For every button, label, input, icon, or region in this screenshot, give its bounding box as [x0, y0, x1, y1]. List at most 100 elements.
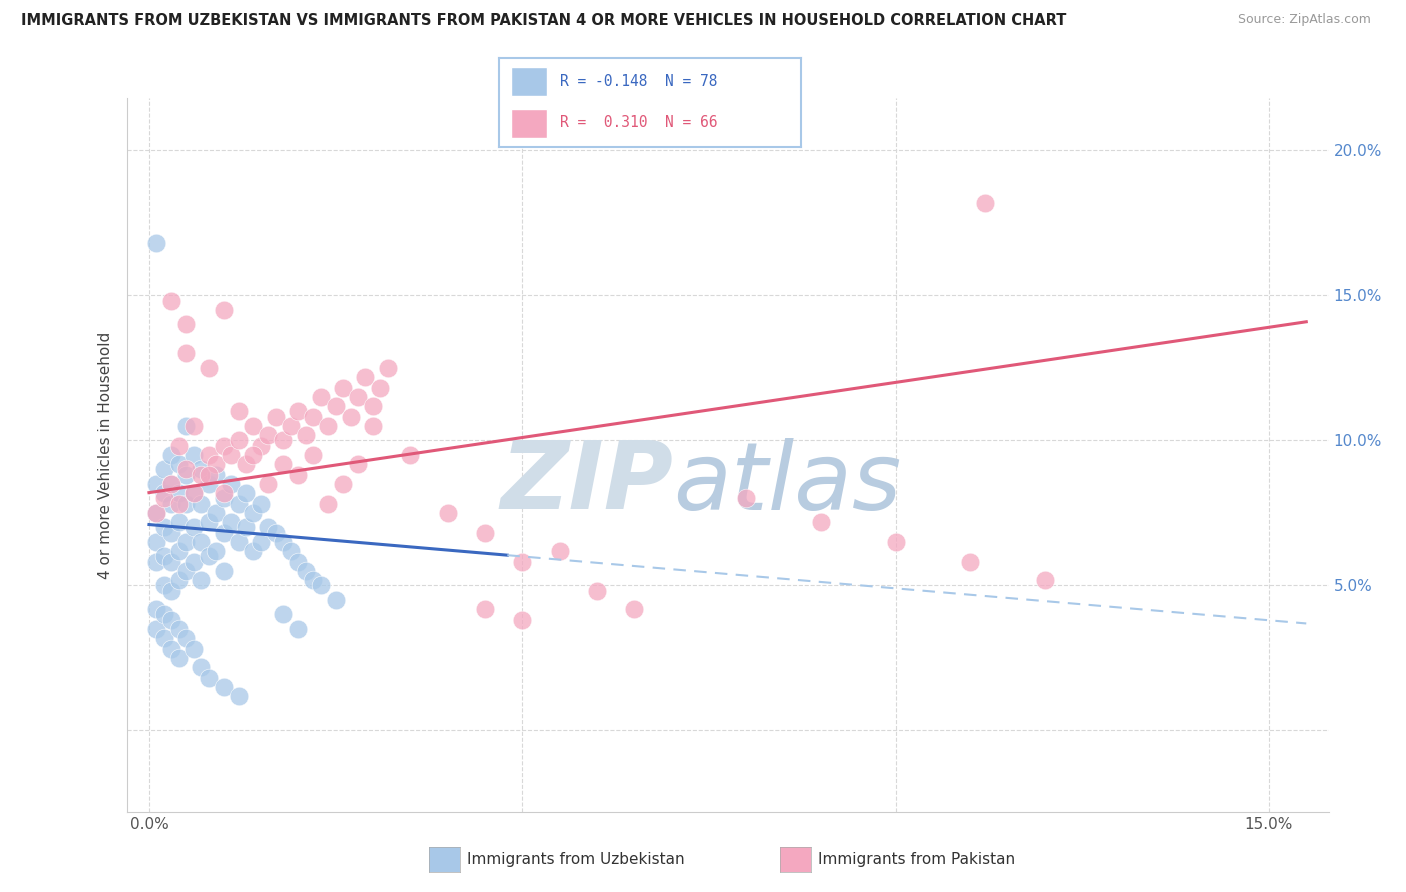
Point — [250, 439, 273, 453]
Point — [145, 601, 167, 615]
Text: R = -0.148  N = 78: R = -0.148 N = 78 — [560, 74, 717, 89]
Point — [347, 390, 370, 404]
Point — [174, 468, 197, 483]
Point — [959, 555, 981, 569]
Point — [145, 622, 167, 636]
Point — [205, 543, 228, 558]
Point — [167, 515, 190, 529]
Text: IMMIGRANTS FROM UZBEKISTAN VS IMMIGRANTS FROM PAKISTAN 4 OR MORE VEHICLES IN HOU: IMMIGRANTS FROM UZBEKISTAN VS IMMIGRANTS… — [21, 13, 1067, 29]
Point — [183, 485, 205, 500]
Point — [347, 457, 370, 471]
Point — [205, 457, 228, 471]
Point — [174, 497, 197, 511]
Point — [264, 526, 287, 541]
Point — [436, 506, 458, 520]
Point — [302, 573, 325, 587]
Point — [1033, 573, 1056, 587]
Point — [273, 535, 295, 549]
Point — [219, 515, 242, 529]
Point — [235, 457, 257, 471]
Point — [264, 410, 287, 425]
Point — [228, 689, 250, 703]
Text: R =  0.310  N = 66: R = 0.310 N = 66 — [560, 115, 717, 130]
Point — [228, 497, 250, 511]
Point — [280, 418, 302, 433]
Point — [257, 427, 280, 442]
Point — [153, 607, 176, 622]
Point — [174, 318, 197, 332]
Point — [242, 543, 264, 558]
Point — [153, 462, 176, 476]
Point — [153, 485, 176, 500]
Point — [332, 477, 354, 491]
Point — [167, 651, 190, 665]
Point — [197, 549, 219, 564]
Point — [361, 399, 384, 413]
Point — [302, 448, 325, 462]
Point — [735, 491, 758, 506]
Point — [287, 404, 309, 418]
Point — [548, 543, 571, 558]
Point — [228, 535, 250, 549]
Text: ZIP: ZIP — [501, 437, 673, 530]
Point — [190, 659, 212, 673]
Point — [167, 543, 190, 558]
Point — [623, 601, 645, 615]
Point — [153, 631, 176, 645]
Point — [167, 485, 190, 500]
Point — [250, 535, 273, 549]
Point — [153, 520, 176, 534]
Point — [510, 555, 533, 569]
Point — [228, 404, 250, 418]
Point — [174, 462, 197, 476]
Point — [145, 236, 167, 251]
Point — [183, 485, 205, 500]
Point — [325, 399, 347, 413]
Point — [810, 515, 832, 529]
Point — [183, 448, 205, 462]
Point — [309, 390, 332, 404]
Point — [190, 468, 212, 483]
Point — [190, 497, 212, 511]
Point — [190, 535, 212, 549]
Point — [212, 564, 235, 578]
Point — [228, 434, 250, 448]
Point — [974, 195, 997, 210]
Point — [160, 613, 183, 627]
Point — [145, 555, 167, 569]
Point — [287, 622, 309, 636]
Point — [474, 601, 496, 615]
Point — [339, 410, 361, 425]
Point — [160, 642, 183, 657]
Point — [212, 302, 235, 317]
Point — [361, 418, 384, 433]
Point — [287, 468, 309, 483]
Point — [257, 520, 280, 534]
Point — [160, 584, 183, 599]
Point — [354, 369, 377, 384]
Point — [153, 578, 176, 592]
Point — [273, 607, 295, 622]
Point — [377, 360, 399, 375]
Point — [399, 448, 422, 462]
Point — [197, 515, 219, 529]
Bar — [512, 109, 547, 138]
Point — [197, 468, 219, 483]
Point — [190, 462, 212, 476]
Y-axis label: 4 or more Vehicles in Household: 4 or more Vehicles in Household — [98, 331, 114, 579]
Point — [145, 477, 167, 491]
Point — [219, 448, 242, 462]
Point — [316, 418, 339, 433]
Point — [174, 346, 197, 360]
Point — [235, 485, 257, 500]
Point — [212, 439, 235, 453]
Point — [250, 497, 273, 511]
Point — [167, 457, 190, 471]
Point — [160, 555, 183, 569]
Point — [153, 549, 176, 564]
Point — [294, 564, 316, 578]
Point — [219, 477, 242, 491]
Point — [316, 497, 339, 511]
Point — [242, 418, 264, 433]
Point — [167, 622, 190, 636]
